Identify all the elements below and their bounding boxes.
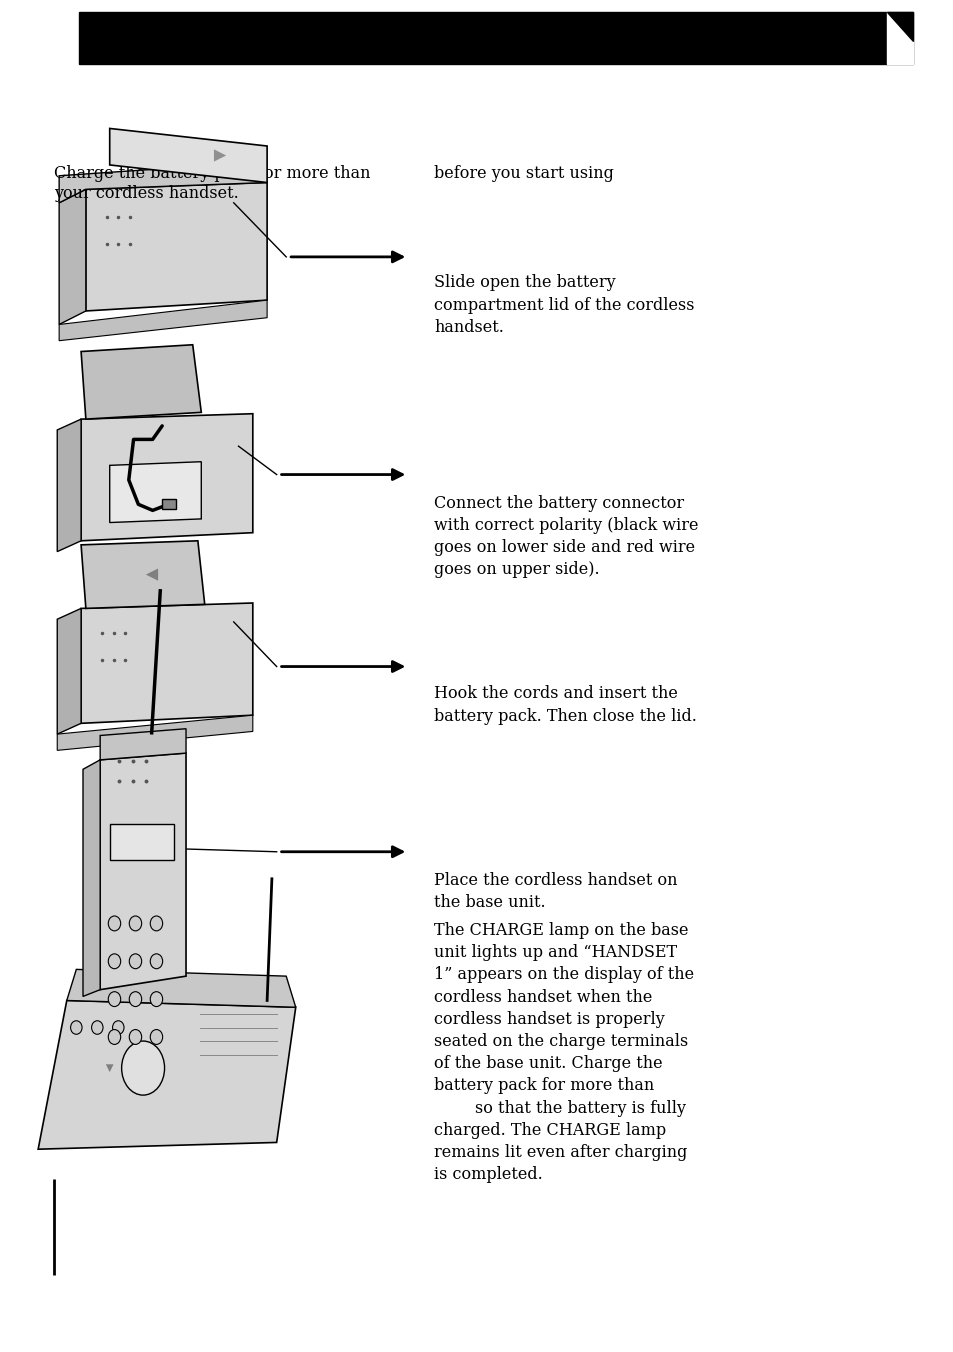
Polygon shape [59, 162, 267, 203]
Polygon shape [57, 419, 81, 552]
Ellipse shape [151, 1030, 162, 1044]
Ellipse shape [71, 1021, 82, 1034]
Text: Slide open the battery
compartment lid of the cordless
handset.: Slide open the battery compartment lid o… [434, 274, 694, 335]
Ellipse shape [130, 917, 141, 930]
Ellipse shape [151, 955, 162, 968]
Ellipse shape [109, 1030, 120, 1044]
Polygon shape [81, 414, 253, 541]
Polygon shape [59, 300, 267, 341]
Text: Charge the battery pack for more than
your cordless handset.: Charge the battery pack for more than yo… [54, 165, 371, 201]
Bar [79, 12, 912, 64]
Polygon shape [100, 729, 186, 760]
Polygon shape [81, 345, 201, 419]
Text: before you start using: before you start using [434, 165, 614, 183]
Ellipse shape [109, 992, 120, 1006]
Ellipse shape [91, 1021, 103, 1034]
Polygon shape [83, 760, 100, 996]
FancyBboxPatch shape [110, 823, 173, 860]
Polygon shape [110, 128, 267, 183]
Text: Connect the battery connector
with correct polarity (black wire
goes on lower si: Connect the battery connector with corre… [434, 495, 698, 579]
Ellipse shape [130, 955, 141, 968]
Polygon shape [100, 753, 186, 990]
Ellipse shape [130, 1030, 141, 1044]
Polygon shape [81, 541, 205, 608]
Ellipse shape [151, 917, 162, 930]
Polygon shape [110, 461, 201, 522]
Polygon shape [81, 603, 253, 723]
Polygon shape [162, 499, 176, 510]
Ellipse shape [109, 917, 120, 930]
Polygon shape [38, 1000, 295, 1149]
Polygon shape [57, 715, 253, 750]
Polygon shape [886, 12, 912, 41]
Polygon shape [59, 189, 86, 324]
Polygon shape [886, 12, 912, 64]
Ellipse shape [122, 1041, 165, 1095]
Ellipse shape [151, 992, 162, 1006]
Text: Place the cordless handset on
the base unit.: Place the cordless handset on the base u… [434, 872, 677, 911]
Text: Hook the cords and insert the
battery pack. Then close the lid.: Hook the cords and insert the battery pa… [434, 685, 697, 725]
Ellipse shape [109, 955, 120, 968]
Ellipse shape [130, 992, 141, 1006]
Polygon shape [67, 969, 295, 1007]
Ellipse shape [112, 1021, 124, 1034]
Polygon shape [57, 608, 81, 734]
Polygon shape [86, 183, 267, 311]
Text: The CHARGE lamp on the base
unit lights up and “HANDSET
1” appears on the displa: The CHARGE lamp on the base unit lights … [434, 922, 694, 1183]
